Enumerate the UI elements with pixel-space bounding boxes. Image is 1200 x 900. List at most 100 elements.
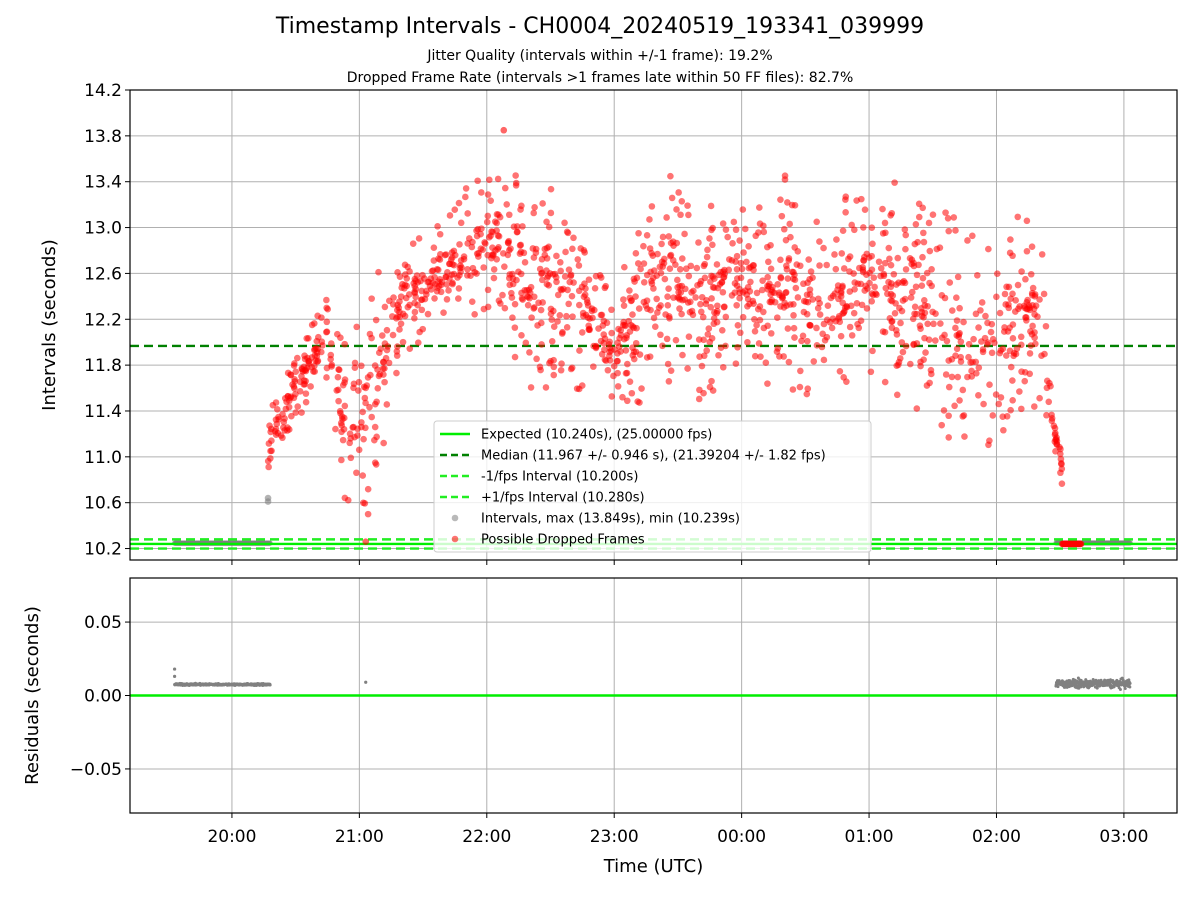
dropped-frame-point <box>790 300 797 308</box>
dropped-frame-point <box>507 245 514 252</box>
dropped-frame-point <box>561 219 568 227</box>
dropped-frame-point <box>734 343 741 351</box>
dropped-frame-point <box>510 223 518 230</box>
dropped-frame-point <box>936 244 944 251</box>
dropped-frame-point <box>538 276 546 284</box>
dropped-frame-point <box>547 305 555 313</box>
dropped-frame-point <box>687 262 695 270</box>
dropped-frame-point <box>421 275 428 282</box>
dropped-frame-point <box>945 412 952 420</box>
dropped-frame-point <box>474 177 481 185</box>
dropped-frame-point <box>481 239 488 246</box>
dropped-frame-point <box>658 240 665 248</box>
dropped-frame-point <box>650 267 658 274</box>
dropped-frame-point <box>620 296 627 303</box>
dropped-frame-point <box>575 301 583 309</box>
dropped-frame-point <box>643 354 651 361</box>
dropped-frame-point <box>704 331 712 338</box>
dropped-frame-point <box>816 238 823 245</box>
dropped-frame-point <box>318 338 326 346</box>
dropped-frame-point <box>704 246 711 254</box>
dropped-frame-point <box>942 209 949 216</box>
dropped-frame-point <box>554 291 562 299</box>
dropped-frame-point <box>1031 403 1038 410</box>
dropped-frame-point <box>893 281 900 288</box>
dropped-frame-point <box>821 337 829 344</box>
legend-swatch <box>451 514 459 522</box>
dropped-frame-point <box>872 290 879 297</box>
legend-label: -1/fps Interval (10.200s) <box>481 470 638 485</box>
dropped-frame-point <box>972 358 980 366</box>
dropped-frame-point <box>992 391 1000 398</box>
dropped-frame-point <box>657 331 664 339</box>
dropped-frame-point <box>767 330 775 337</box>
dropped-frame-point <box>1036 296 1043 303</box>
dropped-frame-point <box>582 285 589 292</box>
dropped-frame-point <box>338 421 346 429</box>
dropped-frame-point <box>813 324 820 332</box>
dropped-frame-point <box>487 197 495 204</box>
dropped-frame-point <box>451 206 459 213</box>
dropped-frame-point <box>869 347 876 355</box>
dropped-frame-point <box>557 285 565 293</box>
dropped-frame-point <box>805 256 813 263</box>
dropped-frame-point <box>543 218 550 226</box>
dropped-frame-point <box>959 386 967 394</box>
dropped-frame-point <box>672 336 680 344</box>
residual-point <box>172 674 177 679</box>
dropped-frame-point <box>1000 426 1007 434</box>
dropped-frame-point <box>646 216 653 223</box>
dropped-frame-point <box>545 243 553 251</box>
dropped-frame-point <box>899 348 907 356</box>
legend-dropped-frames: Possible Dropped Frames <box>451 533 645 548</box>
dropped-frame-point <box>575 385 583 393</box>
dropped-frame-point <box>848 221 856 229</box>
dropped-frame-point <box>1058 465 1066 473</box>
dropped-frame-point <box>267 455 274 462</box>
dropped-frame-point <box>545 281 553 289</box>
dropped-frame-point <box>755 340 763 347</box>
dropped-frame-point <box>929 211 937 219</box>
dropped-frame-point <box>930 320 937 328</box>
dropped-frame-point <box>736 285 743 293</box>
legend-swatch <box>451 535 459 543</box>
dropped-frame-point <box>893 391 901 399</box>
dropped-frame-point <box>431 295 438 302</box>
legend-plus-fps: +1/fps Interval (10.280s) <box>440 491 645 506</box>
dropped-frame-point <box>987 328 995 336</box>
dropped-frame-point <box>989 412 997 419</box>
dropped-frame-point <box>480 264 487 271</box>
legend-intervals: Intervals, max (13.849s), min (10.239s) <box>451 512 740 527</box>
dropped-frame-point <box>895 358 903 366</box>
dropped-frame-point <box>765 258 772 266</box>
dropped-frame-point <box>999 413 1007 420</box>
dropped-frame-point <box>768 296 776 304</box>
dropped-frame-point <box>411 314 418 322</box>
dropped-frame-point <box>643 232 651 239</box>
dropped-frame-point <box>530 305 538 312</box>
dropped-frame-point <box>951 402 958 410</box>
dropped-frame-point <box>781 176 789 183</box>
dropped-frame-point <box>780 225 788 233</box>
dropped-frame-point <box>650 314 658 322</box>
dropped-frame-point <box>375 268 382 276</box>
dropped-frame-point <box>954 273 962 281</box>
dropped-frame-point <box>853 300 861 307</box>
dropped-frame-point <box>991 339 998 347</box>
dropped-frame-point <box>870 274 878 281</box>
dropped-frame-point <box>952 324 959 332</box>
dropped-frame-point <box>662 311 669 318</box>
dropped-frame-point <box>678 255 686 262</box>
dropped-frame-point <box>620 302 628 309</box>
dropped-frame-point <box>961 433 968 440</box>
dropped-frame-point <box>640 242 647 250</box>
dropped-frame-point <box>323 364 331 372</box>
dropped-frame-point <box>302 390 310 397</box>
y-tick-label: 12.2 <box>84 310 122 330</box>
dropped-frame-point <box>499 291 506 299</box>
dropped-frame-point <box>888 280 895 287</box>
dropped-frame-point <box>731 280 739 287</box>
dropped-frame-point <box>862 282 869 290</box>
dropped-frame-point <box>798 337 805 345</box>
dropped-frame-point <box>948 307 956 314</box>
